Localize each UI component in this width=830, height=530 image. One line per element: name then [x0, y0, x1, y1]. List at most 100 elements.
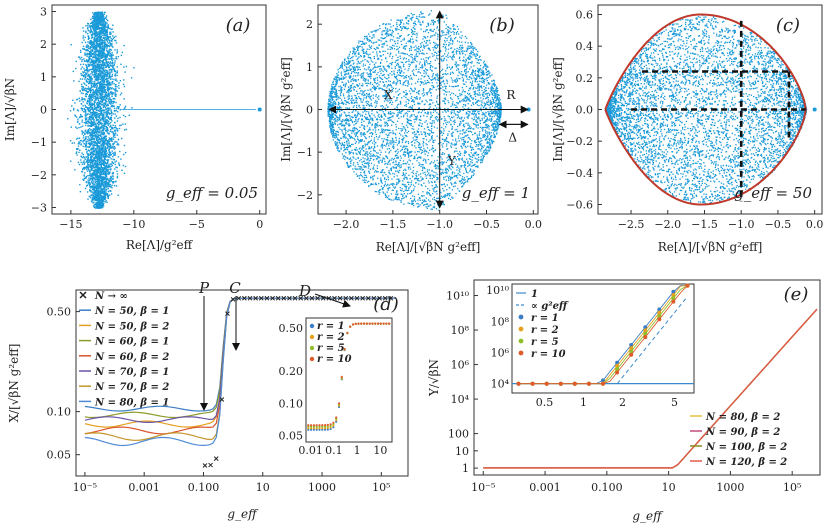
y-axis-label: Im[Λ]/√βN — [3, 78, 17, 141]
point — [93, 170, 96, 172]
point — [466, 158, 468, 160]
point — [85, 25, 87, 27]
point — [330, 130, 332, 132]
point — [108, 146, 110, 148]
point — [79, 139, 82, 142]
point — [494, 136, 496, 139]
point — [470, 161, 472, 163]
point — [101, 23, 103, 26]
point — [397, 197, 399, 199]
point — [98, 113, 100, 115]
point — [472, 98, 474, 101]
point — [92, 61, 94, 64]
point — [91, 194, 93, 196]
point — [99, 61, 101, 64]
point — [99, 13, 101, 15]
point — [88, 150, 91, 152]
point — [456, 40, 459, 42]
point — [99, 81, 101, 83]
point — [94, 198, 96, 200]
point — [422, 38, 424, 40]
point — [85, 30, 87, 32]
point — [109, 55, 111, 57]
point — [114, 74, 116, 76]
point — [87, 100, 89, 102]
point — [95, 47, 97, 49]
point — [429, 68, 431, 70]
point — [407, 81, 409, 83]
point — [100, 161, 102, 163]
point — [472, 123, 475, 125]
point — [101, 13, 103, 15]
point — [90, 52, 92, 54]
point — [92, 166, 95, 169]
point — [89, 178, 92, 180]
point — [97, 40, 100, 42]
point — [87, 91, 89, 93]
point — [449, 34, 451, 37]
point — [99, 67, 101, 70]
point — [355, 110, 357, 112]
point — [459, 52, 461, 54]
point — [107, 61, 109, 63]
point — [130, 77, 133, 79]
point — [89, 139, 91, 141]
point — [464, 141, 467, 144]
point — [96, 159, 98, 162]
point — [109, 64, 112, 66]
point — [446, 184, 448, 186]
ytick-label: −1 — [31, 136, 47, 149]
point — [95, 34, 97, 36]
point — [84, 76, 87, 79]
point — [110, 99, 112, 101]
point — [89, 107, 91, 109]
point — [104, 191, 106, 193]
point — [115, 185, 118, 187]
point — [383, 94, 386, 97]
point — [112, 102, 114, 105]
point — [112, 131, 114, 133]
point — [93, 183, 95, 185]
point — [110, 193, 113, 195]
point — [103, 11, 105, 14]
point — [110, 165, 112, 168]
point — [99, 126, 101, 129]
point — [93, 60, 95, 62]
point — [101, 160, 104, 162]
point — [105, 92, 107, 95]
point — [121, 51, 123, 53]
point — [104, 141, 106, 143]
point — [85, 95, 87, 98]
point — [117, 111, 119, 113]
point — [88, 184, 91, 186]
point — [446, 140, 448, 143]
point — [110, 129, 112, 131]
point — [124, 123, 127, 125]
point — [106, 143, 108, 145]
point — [94, 33, 96, 35]
point — [80, 143, 82, 145]
point — [103, 202, 105, 204]
point — [110, 118, 112, 121]
point — [95, 65, 98, 68]
point — [115, 115, 118, 117]
point — [91, 164, 93, 167]
point — [103, 177, 105, 179]
point — [93, 100, 96, 102]
point — [109, 40, 111, 42]
point — [110, 185, 112, 187]
point — [95, 111, 97, 114]
point — [488, 126, 490, 128]
point — [390, 99, 392, 101]
point — [97, 154, 99, 156]
point — [95, 206, 97, 209]
point — [87, 161, 90, 163]
point — [117, 142, 119, 145]
point — [104, 38, 107, 40]
point — [80, 103, 83, 105]
point — [83, 58, 85, 60]
point — [455, 144, 457, 146]
point — [113, 78, 115, 81]
point — [99, 153, 101, 156]
point — [107, 167, 109, 169]
